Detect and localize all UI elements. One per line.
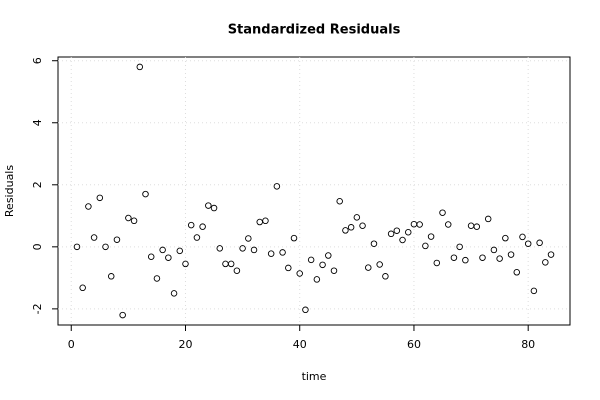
- point: [462, 256, 469, 264]
- point: [410, 220, 418, 228]
- point: [490, 246, 498, 254]
- point: [245, 235, 252, 242]
- point: [467, 222, 475, 229]
- point: [239, 245, 246, 252]
- point: [387, 230, 395, 238]
- point: [416, 221, 423, 228]
- y-tick-label: 6: [31, 57, 44, 64]
- point: [107, 273, 115, 280]
- point: [279, 249, 286, 256]
- point: [227, 260, 235, 268]
- x-tick-label: 60: [407, 338, 421, 351]
- point: [147, 253, 155, 261]
- point: [142, 190, 149, 198]
- point: [256, 218, 263, 226]
- point: [222, 260, 229, 268]
- point: [325, 252, 332, 259]
- point: [524, 240, 532, 247]
- point: [165, 254, 172, 261]
- point: [536, 239, 543, 247]
- point: [199, 223, 206, 230]
- point: [233, 267, 241, 274]
- point: [502, 234, 509, 242]
- point: [119, 311, 126, 319]
- x-tick-label: 40: [293, 338, 307, 351]
- point: [444, 221, 452, 228]
- point: [319, 261, 326, 269]
- point: [313, 276, 321, 283]
- point: [130, 217, 138, 225]
- point: [330, 267, 338, 274]
- point: [422, 242, 429, 250]
- point: [267, 250, 275, 257]
- point: [513, 269, 521, 276]
- point: [530, 287, 538, 295]
- point: [210, 204, 218, 212]
- point: [290, 234, 298, 242]
- point: [393, 227, 401, 234]
- point: [182, 260, 189, 268]
- point: [484, 215, 492, 223]
- point: [404, 229, 412, 236]
- point: [73, 243, 81, 251]
- x-tick-label: 0: [68, 338, 75, 351]
- point: [450, 254, 458, 261]
- point: [153, 275, 161, 282]
- point: [102, 243, 109, 251]
- y-tick-label: 4: [31, 119, 44, 126]
- y-tick-label: 2: [31, 181, 44, 188]
- point: [285, 264, 292, 272]
- point: [547, 251, 555, 258]
- point: [216, 245, 224, 252]
- point: [353, 214, 361, 221]
- point: [159, 246, 166, 254]
- point: [307, 256, 315, 264]
- point: [193, 234, 201, 241]
- point: [85, 203, 92, 210]
- point: [359, 222, 366, 229]
- point: [262, 217, 269, 225]
- point: [347, 224, 355, 231]
- point: [170, 290, 178, 297]
- point: [365, 264, 372, 271]
- x-tick-label: 20: [178, 338, 192, 351]
- point: [399, 236, 406, 244]
- point: [96, 194, 104, 202]
- point: [336, 197, 343, 205]
- x-tick-label: 80: [521, 338, 535, 351]
- point: [250, 246, 258, 254]
- point: [439, 209, 446, 216]
- point: [473, 223, 481, 230]
- point: [302, 306, 309, 314]
- point: [176, 247, 184, 255]
- point: [542, 259, 549, 266]
- point: [113, 236, 121, 243]
- point: [376, 261, 383, 268]
- point: [370, 240, 378, 247]
- point: [427, 233, 435, 240]
- point: [187, 221, 195, 229]
- point: [479, 254, 486, 261]
- point: [90, 234, 98, 241]
- point: [125, 214, 132, 222]
- chart-title: Standardized Residuals: [228, 23, 401, 38]
- point: [296, 270, 303, 277]
- y-axis-label: Residuals: [3, 165, 16, 217]
- point: [342, 227, 349, 234]
- point: [433, 259, 441, 267]
- point: [456, 243, 463, 251]
- y-tick-label: -2: [31, 303, 44, 314]
- point: [507, 251, 515, 258]
- point: [79, 284, 86, 292]
- x-axis-label: time: [302, 370, 327, 383]
- point: [273, 183, 281, 190]
- point: [205, 202, 212, 209]
- point: [136, 63, 144, 71]
- plot-frame: [57, 56, 571, 326]
- y-tick-label: 0: [31, 243, 44, 250]
- point: [496, 255, 503, 262]
- point: [382, 273, 389, 280]
- point: [519, 233, 526, 241]
